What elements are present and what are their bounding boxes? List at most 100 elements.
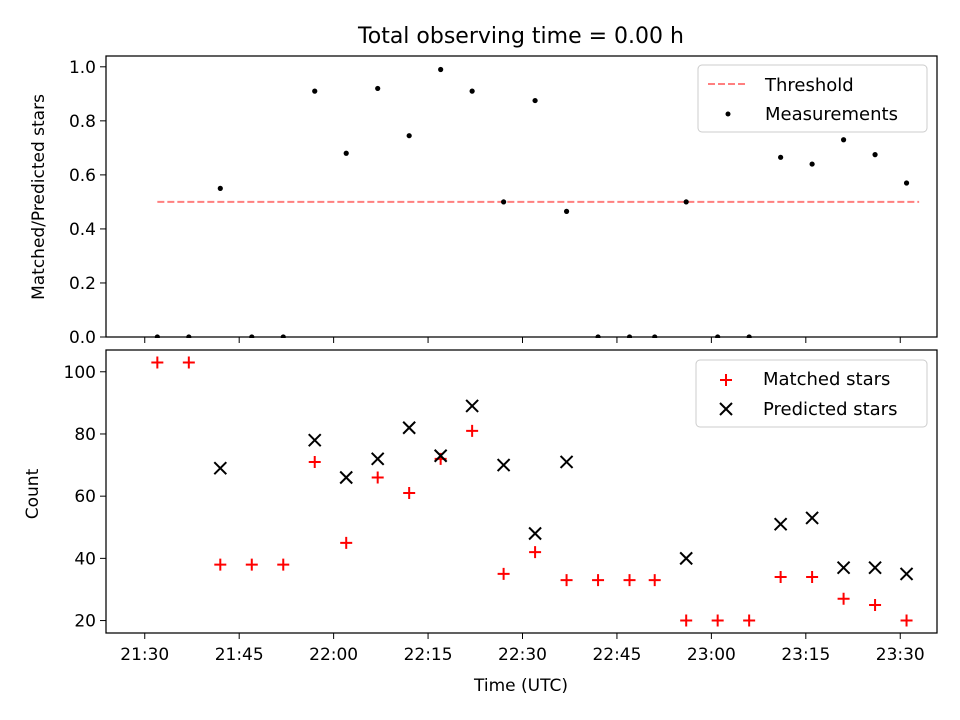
measurement-point <box>840 137 847 143</box>
matched-star-point <box>623 574 636 587</box>
x-tick-label: 22:30 <box>498 645 547 665</box>
y-tick-label: 0.0 <box>69 328 96 348</box>
x-tick-label: 23:30 <box>876 645 925 665</box>
legend-threshold-label: Threshold <box>764 75 854 96</box>
measurement-point <box>563 208 570 214</box>
predicted-star-point <box>496 458 511 472</box>
predicted-star-point <box>402 421 416 435</box>
predicted-star-point <box>679 551 693 566</box>
measurement-point <box>746 334 752 338</box>
legend-bottom: Matched stars Predicted stars <box>695 359 928 428</box>
matched-star-point <box>592 574 605 587</box>
y-tick-label: 0.4 <box>69 220 96 240</box>
predicted-star-point <box>433 449 448 463</box>
matched-star-point <box>371 471 384 484</box>
measurement-point <box>532 97 538 104</box>
predicted-star-point <box>868 560 882 575</box>
measurement-point <box>872 152 878 158</box>
matched-star-point <box>560 574 573 587</box>
predicted-star-point <box>339 470 353 485</box>
measurement-point <box>715 334 721 338</box>
y-tick-label: 100 <box>64 363 96 383</box>
data-layer <box>151 356 914 627</box>
x-tick-label: 23:00 <box>687 645 736 665</box>
legend-predicted-label: Predicted stars <box>763 399 897 420</box>
predicted-star-point <box>836 560 851 575</box>
measurement-point <box>343 150 349 156</box>
matched-star-point <box>900 614 913 627</box>
legend-box <box>697 64 928 133</box>
measurement-point <box>501 199 507 205</box>
x-tick-label: 22:15 <box>404 645 453 665</box>
matched-star-point <box>806 571 819 584</box>
measurement-point <box>280 334 286 338</box>
y-axis-label-top: Matched/Predicted stars <box>29 94 49 300</box>
matched-star-point <box>277 558 290 571</box>
measurement-point <box>595 334 601 338</box>
x-tick-label: 22:00 <box>309 645 358 665</box>
matched-star-point <box>774 571 787 584</box>
y-tick-label: 0.2 <box>69 274 96 294</box>
matched-star-point <box>151 356 164 369</box>
y-axis-label-bottom: Count <box>23 468 43 519</box>
measurement-point <box>778 154 784 160</box>
matched-star-point <box>869 599 882 612</box>
legend-measurements-label: Measurements <box>765 104 898 125</box>
data-layer <box>154 66 920 338</box>
x-tick-label: 21:30 <box>120 645 169 665</box>
legend-box <box>695 359 928 428</box>
matched-star-point <box>182 356 195 369</box>
x-axis-label: Time (UTC) <box>473 676 568 696</box>
measurement-point <box>406 133 412 139</box>
y-tick-label: 40 <box>74 549 96 569</box>
matched-star-point <box>711 614 724 627</box>
y-tick-label: 0.6 <box>69 166 96 186</box>
matched-star-point <box>340 536 353 549</box>
y-tick-label: 1.0 <box>69 58 96 78</box>
predicted-star-point <box>465 399 479 413</box>
ratio-plot: 0.0 0.2 0.4 0.6 0.8 1.0 <box>69 55 938 348</box>
y-tick-label: 20 <box>74 612 96 632</box>
measurement-point <box>903 180 910 186</box>
chart-title: Total observing time = 0.00 h <box>357 24 684 49</box>
predicted-star-point <box>899 567 914 581</box>
matched-star-point <box>743 614 756 627</box>
measurement-point <box>438 66 444 73</box>
matched-star-point <box>529 546 542 559</box>
matched-legend-marker <box>720 374 732 386</box>
measurement-point <box>809 161 815 167</box>
y-tick-label: 0.8 <box>69 112 96 132</box>
measurement-point <box>154 334 160 338</box>
count-plot: 20 40 60 80 100 21:30 21:45 22:00 22:15 22:30 22:4… <box>64 349 938 665</box>
predicted-star-point <box>528 526 542 541</box>
measurement-point <box>626 334 633 338</box>
matched-star-point <box>648 574 661 587</box>
matched-star-point <box>245 558 258 571</box>
measurement-point <box>375 85 381 92</box>
measurement-point <box>469 88 475 94</box>
plot-frame <box>105 55 938 338</box>
predicted-legend-marker <box>719 402 733 416</box>
measurement-point <box>249 334 255 338</box>
y-tick-label: 80 <box>74 425 96 445</box>
predicted-star-point <box>213 461 228 475</box>
measurements-legend-dot <box>725 111 731 117</box>
measurement-point <box>217 185 223 191</box>
legend-matched-label: Matched stars <box>763 369 890 390</box>
predicted-star-point <box>308 433 322 447</box>
y-tick-label: 60 <box>74 487 96 507</box>
measurement-point <box>683 199 689 205</box>
matched-star-point <box>680 614 693 627</box>
legend-top: Threshold Measurements <box>697 64 928 133</box>
matched-star-point <box>497 567 510 580</box>
plot-frame <box>105 349 938 634</box>
x-tick-label: 23:15 <box>781 645 830 665</box>
measurement-point <box>312 88 318 94</box>
matched-star-point <box>308 455 321 468</box>
measurement-point <box>652 334 658 338</box>
matched-star-point <box>837 592 850 605</box>
predicted-star-point <box>559 455 574 469</box>
x-tick-label: 21:45 <box>215 645 264 665</box>
matched-star-point <box>214 558 227 571</box>
